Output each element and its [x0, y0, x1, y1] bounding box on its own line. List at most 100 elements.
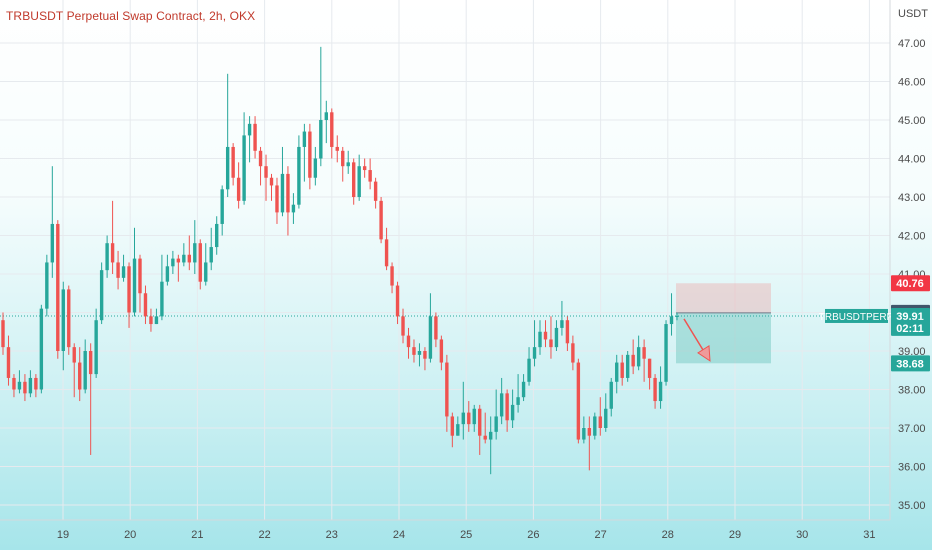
candle: [625, 351, 630, 382]
candle: [439, 335, 444, 371]
candle: [395, 281, 400, 325]
candle-body: [472, 408, 476, 425]
candle: [291, 193, 296, 224]
candle-body: [291, 204, 296, 213]
candle-body: [521, 381, 526, 398]
candle-body: [253, 123, 257, 151]
candle: [149, 308, 153, 332]
candle-body: [642, 347, 646, 359]
candle-body: [604, 408, 608, 428]
candle: [456, 416, 460, 436]
candle: [330, 108, 334, 159]
candle-body: [28, 377, 33, 394]
x-tick-label: 28: [662, 529, 674, 541]
candle-body: [236, 177, 241, 201]
candle-body: [324, 112, 328, 120]
candle-body: [439, 339, 444, 363]
x-tick-label: 25: [460, 529, 472, 541]
candle: [384, 227, 389, 271]
candle: [94, 308, 98, 378]
candle-body: [198, 243, 202, 282]
candle: [176, 254, 181, 282]
candle: [642, 339, 646, 382]
candle: [220, 185, 224, 236]
candle-body: [625, 354, 630, 378]
candle-body: [275, 185, 279, 213]
candle-body: [538, 331, 542, 348]
candle-body: [653, 377, 657, 402]
candle-body: [330, 112, 334, 147]
candle: [368, 158, 372, 190]
candle-body: [319, 120, 323, 159]
candle-body: [352, 162, 356, 197]
candle-body: [225, 146, 230, 190]
candle-body: [467, 412, 471, 425]
candle-body: [494, 416, 498, 432]
candle: [461, 381, 465, 440]
candle: [308, 123, 312, 190]
candle: [549, 316, 553, 359]
candle: [565, 316, 570, 351]
candle-body: [346, 162, 350, 167]
candle: [138, 254, 142, 313]
candle-body: [17, 381, 22, 390]
candle: [121, 254, 126, 282]
candle: [171, 250, 175, 274]
candle-body: [45, 262, 49, 309]
candle-body: [450, 416, 455, 436]
candle-body: [478, 408, 482, 436]
candle-body: [664, 324, 668, 382]
candle-body: [658, 381, 663, 402]
candle-body: [231, 146, 235, 178]
candle: [88, 343, 93, 455]
symbol-tag-text: TRBUSDTPERP: [819, 312, 894, 323]
candle: [423, 347, 427, 371]
candle-body: [193, 243, 197, 263]
candle: [34, 374, 38, 398]
currency-label: USDT: [898, 8, 928, 20]
candle: [165, 254, 170, 286]
candle-body: [149, 316, 153, 325]
candle: [428, 293, 433, 363]
candle: [417, 343, 422, 367]
candle-body: [308, 131, 312, 178]
candle-body: [99, 270, 104, 321]
candle: [587, 416, 592, 471]
price-tag: 40.76: [891, 275, 930, 292]
candle: [302, 123, 307, 182]
candle: [1, 312, 5, 355]
symbol-tag: TRBUSDTPERP: [819, 308, 894, 323]
x-tick-label: 30: [796, 529, 808, 541]
candle: [560, 300, 564, 336]
candle: [494, 389, 498, 440]
candle-body: [269, 177, 274, 186]
candle: [582, 416, 586, 444]
candle-body: [121, 266, 126, 278]
candle-body: [165, 266, 170, 282]
candle: [39, 304, 44, 394]
candle-body: [669, 316, 674, 325]
candle: [664, 320, 668, 386]
candle-body: [313, 158, 318, 178]
y-tick-label: 38.00: [898, 385, 926, 397]
candle: [434, 312, 438, 348]
y-tick-label: 37.00: [898, 423, 926, 435]
candle: [72, 343, 76, 398]
candle: [28, 370, 33, 398]
candle-body: [247, 123, 252, 136]
candle-body: [341, 150, 345, 167]
candle: [193, 220, 197, 274]
candle: [554, 320, 559, 351]
candle-body: [220, 189, 224, 224]
candle: [653, 374, 657, 409]
candle: [23, 374, 27, 402]
candle-body: [187, 254, 192, 263]
y-tick-label: 42.00: [898, 231, 926, 243]
candle: [204, 243, 208, 286]
candle: [636, 335, 641, 371]
candle-body: [636, 347, 641, 367]
candle-body: [428, 316, 433, 359]
x-tick-label: 23: [326, 529, 338, 541]
candle-body: [176, 258, 181, 263]
